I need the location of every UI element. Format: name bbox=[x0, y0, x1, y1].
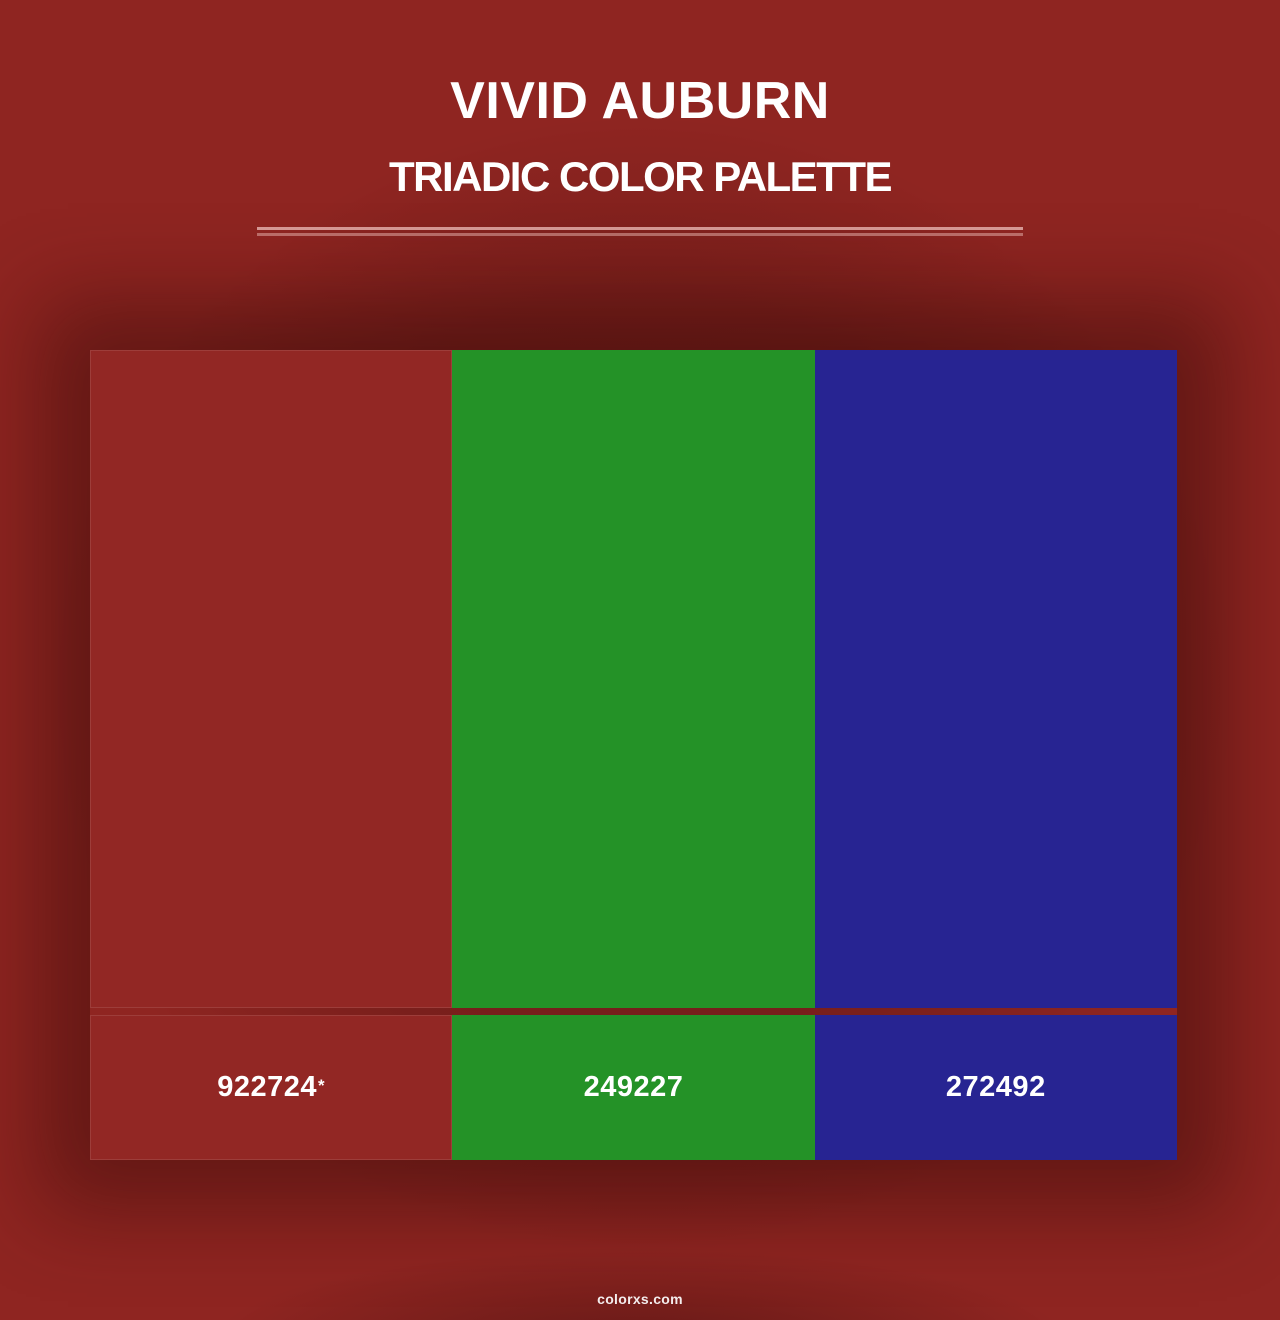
header: VIVID AUBURN TRIADIC COLOR PALETTE bbox=[0, 0, 1280, 236]
page-subtitle: TRIADIC COLOR PALETTE bbox=[388, 153, 893, 201]
palette: 922724 * 249227 272492 bbox=[90, 350, 1177, 1160]
swatch-2-hex-label: 249227 bbox=[583, 1071, 684, 1103]
swatch-1[interactable] bbox=[90, 350, 453, 1008]
swatch-2[interactable] bbox=[452, 350, 815, 1008]
swatch-1-hex-label: 922724 bbox=[217, 1071, 318, 1103]
palette-swatch-row bbox=[90, 350, 1177, 1008]
swatch-1-label-cell[interactable]: 922724 * bbox=[90, 1015, 453, 1160]
palette-label-row: 922724 * 249227 272492 bbox=[90, 1015, 1177, 1160]
title-divider bbox=[257, 226, 1023, 236]
swatch-3[interactable] bbox=[814, 350, 1177, 1008]
swatch-2-label-cell[interactable]: 249227 bbox=[452, 1015, 815, 1160]
page-title: VIVID AUBURN bbox=[450, 72, 830, 130]
swatch-3-hex-label: 272492 bbox=[945, 1071, 1046, 1103]
swatch-3-label-cell[interactable]: 272492 bbox=[814, 1015, 1177, 1160]
watermark-text: colorxs.com bbox=[597, 1291, 683, 1307]
